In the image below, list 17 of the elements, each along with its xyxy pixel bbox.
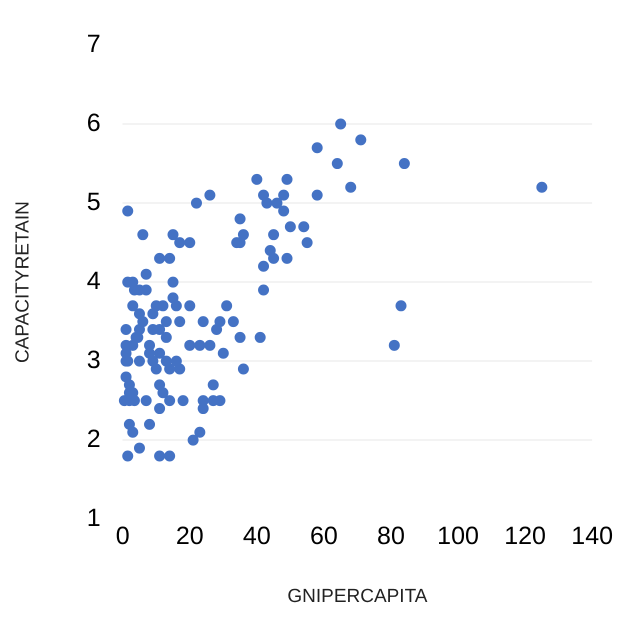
y-tick-label: 3 bbox=[86, 346, 101, 374]
y-tick-label: 1 bbox=[86, 504, 101, 532]
x-tick-label: 140 bbox=[571, 522, 614, 550]
x-tick-label: 120 bbox=[504, 522, 546, 550]
x-tick-label: 80 bbox=[377, 522, 405, 550]
x-tick-label: 40 bbox=[242, 522, 271, 550]
y-axis-title: CAPACITYRETAIN bbox=[12, 201, 34, 364]
x-tick-label: 100 bbox=[437, 522, 479, 550]
x-tick-label: 60 bbox=[310, 522, 338, 550]
x-tick-label: 20 bbox=[176, 522, 204, 550]
x-axis-title: GNIPERCAPITA bbox=[287, 586, 428, 607]
y-tick-label: 2 bbox=[86, 425, 101, 454]
y-tick-label: 5 bbox=[86, 188, 101, 216]
y-tick-label: 4 bbox=[86, 266, 101, 295]
y-tick-label: 6 bbox=[86, 108, 101, 137]
x-tick-label: 0 bbox=[116, 522, 130, 550]
y-tick-label: 7 bbox=[86, 30, 101, 58]
